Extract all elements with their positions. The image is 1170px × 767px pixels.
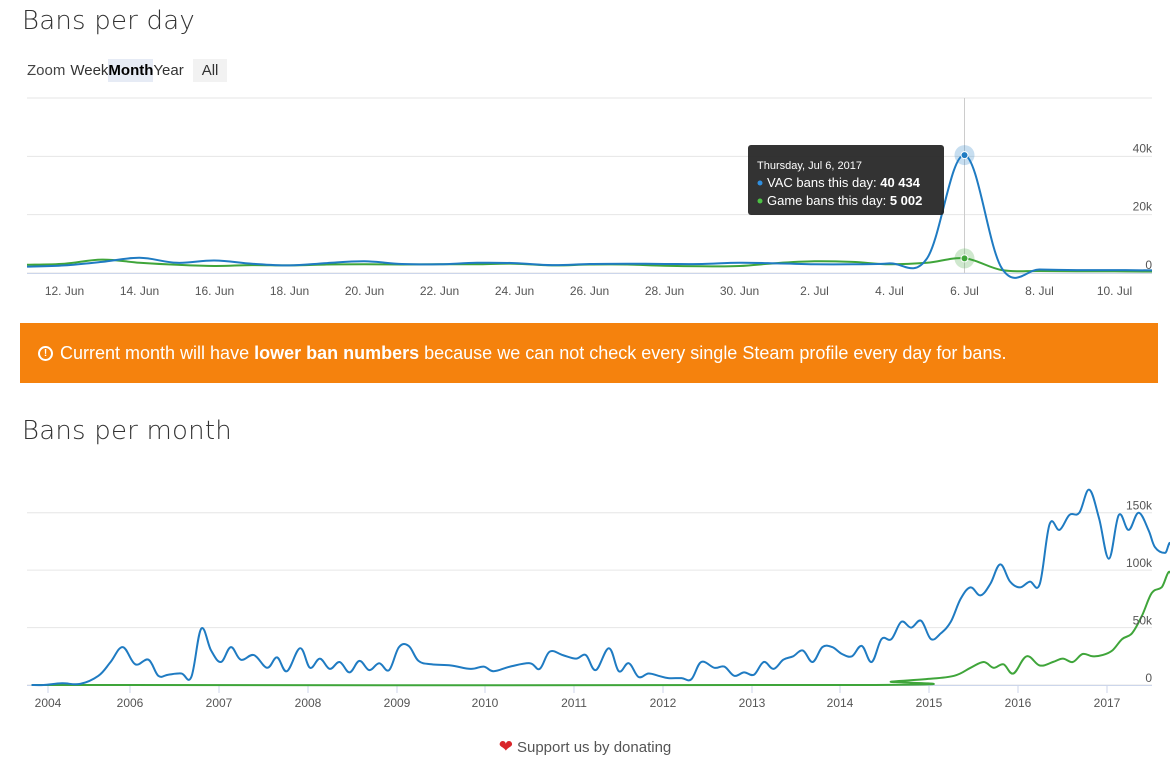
- day-x-tick-label: 14. Jun: [120, 284, 159, 298]
- zoom-label: Zoom: [27, 62, 66, 79]
- day-x-tick-label: 2. Jul: [800, 284, 829, 298]
- month-x-tick-label: 2015: [916, 696, 943, 710]
- tooltip-background: [748, 145, 944, 215]
- tooltip-game-value: 5 002: [890, 193, 923, 208]
- day-hover-point: [960, 151, 969, 160]
- month-y-tick-label: 100k: [1126, 556, 1153, 570]
- zoom-year-button[interactable]: Year: [153, 62, 184, 79]
- month-y-tick-label: 150k: [1126, 499, 1153, 513]
- day-tooltip: Thursday, Jul 6, 2017 VAC bans this day: …: [748, 145, 944, 215]
- month-vac-series-line: [31, 488, 1170, 687]
- tooltip-date: Thursday, Jul 6, 2017: [757, 160, 862, 172]
- day-x-tick-label: 4. Jul: [875, 284, 904, 298]
- zoom-selector: Zoom Week Month Year All: [27, 58, 228, 83]
- day-chart-title: Bans per day: [22, 6, 195, 36]
- zoom-all-button[interactable]: All: [192, 59, 228, 82]
- tooltip-vac-label: VAC bans this day:: [767, 175, 880, 190]
- day-x-tick-label: 10. Jul: [1097, 284, 1132, 298]
- month-game-series-line: [31, 570, 1170, 687]
- tooltip-game-line: Game bans this day: 5 002: [767, 193, 922, 208]
- month-x-tick-label: 2014: [827, 696, 854, 710]
- month-x-tick-label: 2017: [1094, 696, 1121, 710]
- notice-text-after: because we can not check every single St…: [419, 342, 1007, 363]
- tooltip-vac-dot: [757, 180, 763, 186]
- day-x-tick-label: 6. Jul: [950, 284, 979, 298]
- month-x-tick-label: 2016: [1005, 696, 1032, 710]
- notice-text-before: Current month will have: [60, 342, 255, 363]
- bans-per-day-chart[interactable]: 0 20k 40k 12. Jun 14. Jun 16. Jun 18. Jun 20. J…: [0, 90, 1170, 310]
- month-x-tick-label: 2009: [384, 696, 411, 710]
- day-x-tick-label: 18. Jun: [270, 284, 309, 298]
- tooltip-game-dot: [757, 198, 763, 204]
- month-y-tick-label: 50k: [1133, 614, 1153, 628]
- heart-icon: ❤: [498, 737, 513, 756]
- tooltip-vac-line: VAC bans this day: 40 434: [767, 175, 921, 190]
- day-x-tick-label: 28. Jun: [645, 284, 684, 298]
- day-vac-series-line: [26, 154, 1153, 279]
- day-y-tick-label: 20k: [1133, 200, 1153, 214]
- notice-text: Current month will have lower ban number…: [60, 343, 1006, 364]
- tooltip-vac-value: 40 434: [880, 175, 921, 190]
- support-label: Support us by donating: [516, 739, 672, 756]
- month-x-tick-label: 2011: [561, 696, 587, 710]
- day-hover-point: [960, 254, 969, 263]
- day-x-tick-label: 16. Jun: [195, 284, 234, 298]
- day-x-tick-label: 30. Jun: [720, 284, 759, 298]
- notice-text-bold: lower ban numbers: [254, 342, 420, 363]
- day-x-tick-label: 24. Jun: [495, 284, 534, 298]
- month-x-tick-label: 2006: [117, 696, 144, 710]
- day-x-tick-label: 8. Jul: [1025, 284, 1054, 298]
- day-x-tick-label: 20. Jun: [345, 284, 384, 298]
- day-y-tick-label: 0: [1145, 258, 1152, 272]
- day-y-tick-label: 40k: [1133, 141, 1153, 155]
- month-x-tick-label: 2010: [472, 696, 499, 710]
- support-link[interactable]: ❤ Support us by donating: [0, 737, 1170, 757]
- day-x-tick-label: 22. Jun: [420, 284, 459, 298]
- bans-per-month-chart[interactable]: 2004 2006 2007 2008 2009 2010 2011 2012 2013 2014…: [0, 480, 1170, 715]
- month-x-tick-label: 2004: [35, 696, 62, 710]
- month-chart-title: Bans per month: [22, 416, 232, 446]
- zoom-week-button[interactable]: Week: [70, 62, 109, 79]
- month-y-tick-label: 0: [1145, 671, 1152, 685]
- month-x-tick-label: 2012: [650, 696, 677, 710]
- month-x-tick-label: 2013: [739, 696, 766, 710]
- warning-icon: !: [38, 345, 53, 361]
- day-x-tick-label: 26. Jun: [570, 284, 609, 298]
- zoom-month-button[interactable]: Month: [108, 59, 154, 82]
- month-x-tick-label: 2008: [295, 696, 322, 710]
- month-x-tick-label: 2007: [206, 696, 233, 710]
- day-x-tick-label: 12. Jun: [45, 284, 84, 298]
- notice-banner: ! Current month will have lower ban numb…: [20, 323, 1158, 383]
- tooltip-game-label: Game bans this day:: [767, 193, 890, 208]
